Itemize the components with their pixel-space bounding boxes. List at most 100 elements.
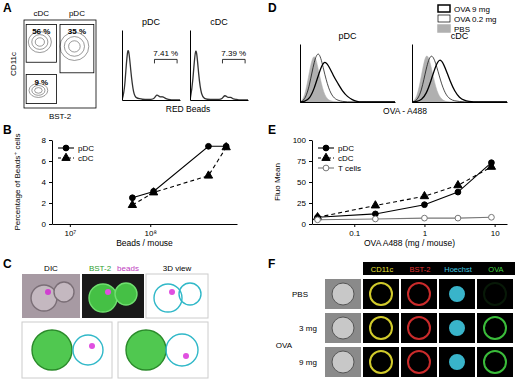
tick-mark <box>309 182 312 183</box>
image-panel <box>325 262 515 377</box>
image-tile <box>325 347 361 377</box>
tick: 100 <box>293 136 312 145</box>
column-label: OVA <box>488 265 503 274</box>
bead <box>105 289 111 295</box>
panel-label: F <box>268 257 275 271</box>
gate <box>26 75 56 104</box>
population-contours <box>28 31 88 97</box>
y-axis-title: Fluo Mean <box>273 163 282 201</box>
column-label: CD11c <box>371 265 394 274</box>
image-tile <box>477 313 513 343</box>
panel-label: E <box>268 123 276 137</box>
y-axis <box>300 45 301 103</box>
panel-label: C <box>3 257 12 271</box>
tick-label: 8 <box>42 136 47 145</box>
y-axis-title: CD11c <box>9 52 18 76</box>
legend-swatch <box>438 5 450 12</box>
legend-marker <box>323 145 329 151</box>
series-line <box>318 217 492 220</box>
data-point <box>487 162 495 169</box>
image-tile <box>401 313 437 343</box>
tick-mark <box>309 203 312 204</box>
x-axis <box>123 100 181 101</box>
axis-line <box>53 224 238 225</box>
axis-line <box>312 141 313 225</box>
image-tile <box>401 279 437 309</box>
chart-title: cDC <box>210 17 228 27</box>
tick: 25 <box>297 199 312 208</box>
tick-mark <box>49 161 52 162</box>
image-tile <box>401 347 437 377</box>
plot-area <box>313 160 495 223</box>
legend: OVA 9 mgOVA 0.2 mgPBS <box>438 5 497 34</box>
row-label: 3 mg <box>299 324 317 333</box>
tick: 10⁸ <box>145 224 157 238</box>
plot-area <box>128 143 230 208</box>
axis-line <box>313 224 508 225</box>
cell <box>54 282 74 302</box>
histogram-curve <box>300 54 395 102</box>
image-panel <box>22 274 208 378</box>
axis-line <box>190 31 191 101</box>
data-point <box>206 143 212 149</box>
cell-stain <box>484 351 506 373</box>
cell <box>32 330 72 370</box>
tick: 4 <box>42 178 52 187</box>
cell-stain <box>484 317 506 339</box>
histogram-curve <box>300 62 395 102</box>
tick-mark <box>49 140 52 141</box>
tick: 10⁷ <box>64 224 76 238</box>
histogram-curve <box>412 60 507 102</box>
data-point <box>371 201 379 208</box>
image-tile <box>477 279 513 309</box>
x-axis: 10⁷ 10⁸ <box>53 224 238 238</box>
plot-area <box>412 56 507 102</box>
plot-area <box>300 54 395 102</box>
gate-percentage: 7.39 % <box>221 49 246 58</box>
tick-mark <box>309 161 312 162</box>
data-point <box>315 217 321 223</box>
tick: 0 <box>302 220 312 229</box>
panel-label: A <box>3 1 12 15</box>
legend-label: pDC <box>78 144 94 153</box>
legend-label: cDC <box>338 154 354 163</box>
axis-line <box>300 45 301 103</box>
gate <box>60 24 94 72</box>
image-label: BST-2 <box>89 264 112 273</box>
data-point <box>420 191 428 198</box>
tick-mark <box>495 224 496 227</box>
x-axis-title: Beads / mouse <box>116 238 173 248</box>
data-point <box>422 202 428 208</box>
tick-label: 10⁷ <box>64 229 76 238</box>
series-line <box>318 163 492 218</box>
histogram-curve <box>412 56 507 102</box>
image-tile <box>363 313 399 343</box>
x-axis-title: OVA - A488 <box>383 106 427 116</box>
legend-label: OVA 0.2 mg <box>454 15 497 24</box>
data-point <box>204 171 212 178</box>
cell <box>332 317 354 339</box>
tick-label: 6 <box>42 157 47 166</box>
cell <box>154 284 182 312</box>
y-axis-title: Percentage of Beads⁺ cells <box>13 133 22 230</box>
x-axis-title: BST-2 <box>49 112 72 121</box>
tick-mark <box>424 224 425 227</box>
image-tile <box>325 279 361 309</box>
cell-stain <box>370 283 392 305</box>
data-point <box>149 188 157 195</box>
tick-mark <box>49 224 52 225</box>
tick-label: 75 <box>297 157 306 166</box>
legend-swatch <box>438 15 450 22</box>
legend-marker <box>323 165 329 171</box>
x-axis <box>191 100 249 101</box>
plot-area <box>190 51 248 100</box>
cell-stain <box>408 317 430 339</box>
gate-name: pDC <box>69 9 85 18</box>
legend-label: pDC <box>338 144 354 153</box>
data-point <box>422 215 428 221</box>
column-label: Hoechst <box>444 265 472 274</box>
header-strip <box>363 262 515 275</box>
axis-line <box>52 141 53 225</box>
legend: pDCcDC <box>58 144 94 163</box>
cell <box>166 334 198 366</box>
